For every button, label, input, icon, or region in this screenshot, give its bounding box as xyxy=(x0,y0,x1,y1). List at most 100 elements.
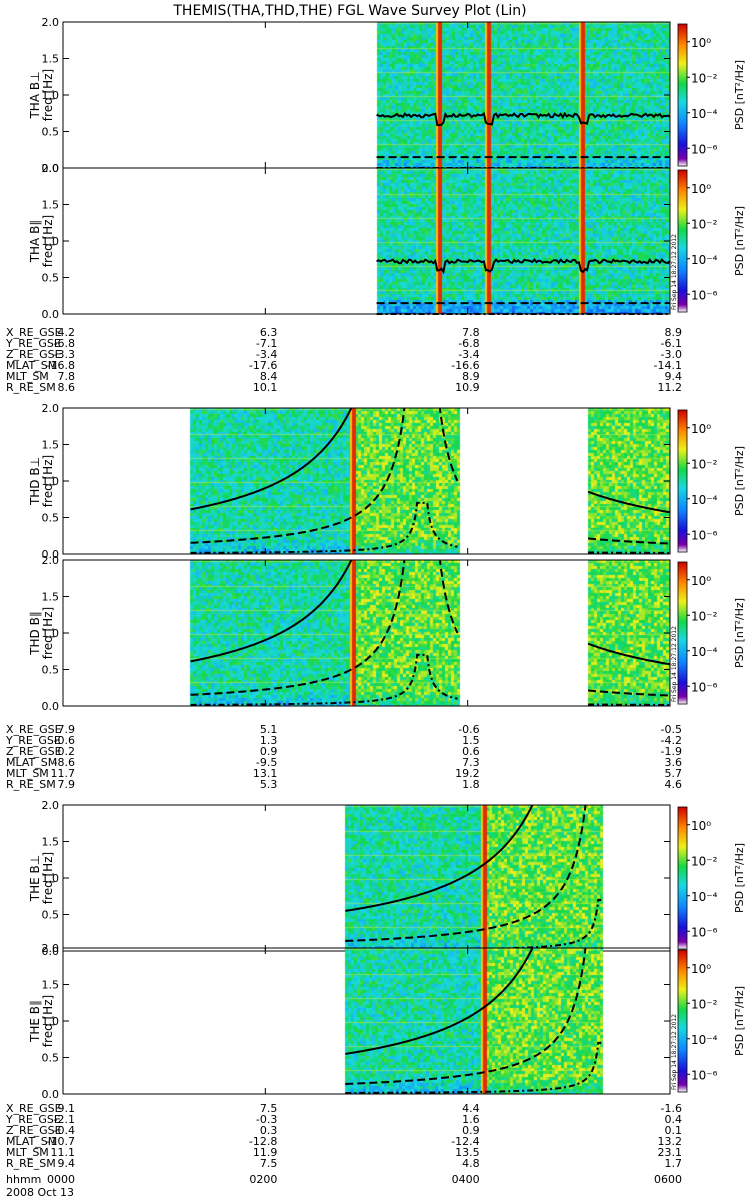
orbit-value: 7.3 xyxy=(462,756,480,769)
timestamp-stamp: Fri Sep 14 18:27:12 2012 xyxy=(671,234,678,310)
colorbar-tick-label: 10⁻⁶ xyxy=(691,1068,718,1082)
y-tick-label: 1.5 xyxy=(42,439,60,452)
colorbar-tick-label: 10⁻⁴ xyxy=(691,253,718,267)
orbit-value: -3.4 xyxy=(256,348,277,361)
orbit-row-label: R_RE_SM xyxy=(6,1157,56,1170)
y-tick-label: 1.5 xyxy=(42,591,60,604)
orbit-value: 1.3 xyxy=(260,734,278,747)
y-tick-label: 1.5 xyxy=(42,836,60,849)
y-tick-label: 2.0 xyxy=(42,942,60,955)
colorbar-label: PSD [nT²/Hz] xyxy=(733,598,746,668)
y-tick-label: 0.0 xyxy=(42,945,60,958)
colorbar xyxy=(677,23,688,167)
y-tick-label: 2.0 xyxy=(42,16,60,29)
orbit-row-label: X_RE_GSE xyxy=(6,1102,62,1115)
spectrogram-image xyxy=(63,948,670,1094)
figure-title: THEMIS(THA,THD,THE) FGL Wave Survey Plot… xyxy=(172,3,526,19)
orbit-value: 0.9 xyxy=(260,745,278,758)
orbit-row-label: Z_RE_GSE xyxy=(6,1124,62,1137)
colorbar-tick-label: 10⁰ xyxy=(691,422,711,436)
colorbar-tick-label: 10⁻² xyxy=(691,217,718,231)
orbit-value: -3.0 xyxy=(661,348,682,361)
orbit-row-label: X_RE_GSE xyxy=(6,326,62,339)
y-tick-label: 2.0 xyxy=(42,162,60,175)
orbit-value: 19.2 xyxy=(455,767,480,780)
spectrogram-image xyxy=(63,560,670,706)
date-label: 2008 Oct 13 xyxy=(6,1186,74,1199)
orbit-value: -16.8 xyxy=(47,359,75,372)
orbit-row-label: Z_RE_GSE xyxy=(6,348,62,361)
orbit-value: -16.6 xyxy=(451,359,479,372)
y-tick-label: 0.5 xyxy=(42,126,60,139)
y-tick-label: 0.5 xyxy=(42,512,60,525)
fcp-line xyxy=(190,501,458,554)
orbit-value: 7.8 xyxy=(462,326,480,339)
orbit-value: 4.8 xyxy=(462,1157,480,1170)
orbit-row-label: R_RE_SM xyxy=(6,778,56,791)
colorbar-tick-label: 10⁻⁴ xyxy=(691,1033,718,1047)
panel-label: THD B⊥ xyxy=(28,457,42,506)
orbit-value: 7.5 xyxy=(260,1102,278,1115)
fce-line xyxy=(376,258,671,275)
orbit-value: -3.4 xyxy=(458,348,479,361)
y-tick-label: 0.0 xyxy=(42,548,60,561)
y-axis-label: freq [Hz] xyxy=(41,215,55,267)
time-tick-label: 0200 xyxy=(249,1173,277,1186)
orbit-value: 1.5 xyxy=(462,734,480,747)
y-tick-label: 2.0 xyxy=(42,402,60,415)
y-axis-label: freq [Hz] xyxy=(41,69,55,121)
orbit-value: -0.4 xyxy=(54,1124,75,1137)
fce-line xyxy=(376,111,671,127)
colorbar xyxy=(677,561,688,705)
panel-2-1: 0.0 0.5 1.0 1.5 2.0 THE B∥ freq [Hz] 10⁰ 10⁻² 10⁻… xyxy=(28,942,746,1101)
colorbar-tick-label: 10⁰ xyxy=(691,574,711,588)
colorbar-tick-label: 10⁻⁶ xyxy=(691,925,718,939)
time-tick-label: 0400 xyxy=(452,1173,480,1186)
orbit-value: 11.2 xyxy=(658,381,683,394)
orbit-value: -6.8 xyxy=(458,337,479,350)
time-tick-label: 0000 xyxy=(47,1173,75,1186)
orbit-value: 5.7 xyxy=(665,767,683,780)
orbit-value: 9.1 xyxy=(58,1102,76,1115)
y-tick-label: 0.5 xyxy=(42,1052,60,1065)
time-row-label: hhmm xyxy=(6,1173,41,1186)
spectrogram-image xyxy=(63,168,670,314)
colorbar-tick-label: 10⁻⁶ xyxy=(691,680,718,694)
y-tick-label: 2.0 xyxy=(42,799,60,812)
orbit-value: 10.9 xyxy=(455,381,480,394)
colorbar-tick-label: 10⁻⁴ xyxy=(691,645,718,659)
orbit-value: -4.2 xyxy=(661,734,682,747)
panel-label: THE B⊥ xyxy=(28,855,42,902)
fce-line xyxy=(345,948,534,1055)
colorbar-label: PSD [nT²/Hz] xyxy=(733,60,746,130)
orbit-value: 9.4 xyxy=(665,370,683,383)
orbit-value: 0.3 xyxy=(260,1124,278,1137)
orbit-value: 10.1 xyxy=(253,381,278,394)
orbit-value: 1.7 xyxy=(665,1157,683,1170)
y-axis-label: freq [Hz] xyxy=(41,607,55,659)
orbit-value: 0.6 xyxy=(462,745,480,758)
spectrogram-image xyxy=(63,805,670,951)
panel-1-1: 0.0 0.5 1.0 1.5 2.0 THD B∥ freq [Hz] 10⁰ 10⁻² 10⁻… xyxy=(28,554,746,713)
orbit-value: 8.9 xyxy=(665,326,683,339)
orbit-value: 11.7 xyxy=(51,767,76,780)
colorbar xyxy=(677,409,688,553)
fce-line xyxy=(587,490,670,514)
y-tick-label: 0.0 xyxy=(42,162,60,175)
orbit-value: -17.6 xyxy=(249,359,277,372)
orbit-value: 3.6 xyxy=(665,756,683,769)
orbit-value: 1.8 xyxy=(462,778,480,791)
colorbar-label: PSD [nT²/Hz] xyxy=(733,446,746,516)
orbit-value: -6.8 xyxy=(54,337,75,350)
panel-0-0: 0.0 0.5 1.0 1.5 2.0 THA B⊥ freq [Hz] 10⁰ 10⁻² 10⁻… xyxy=(28,16,746,175)
y-tick-label: 0.0 xyxy=(42,308,60,321)
orbit-value: -0.3 xyxy=(256,1113,277,1126)
half-fce-line xyxy=(345,948,587,1085)
orbit-value: -12.4 xyxy=(451,1135,479,1148)
y-tick-label: 1.5 xyxy=(42,979,60,992)
colorbar-tick-label: 10⁻⁴ xyxy=(691,890,718,904)
orbit-value: -12.8 xyxy=(249,1135,277,1148)
orbit-value: -3.3 xyxy=(54,348,75,361)
